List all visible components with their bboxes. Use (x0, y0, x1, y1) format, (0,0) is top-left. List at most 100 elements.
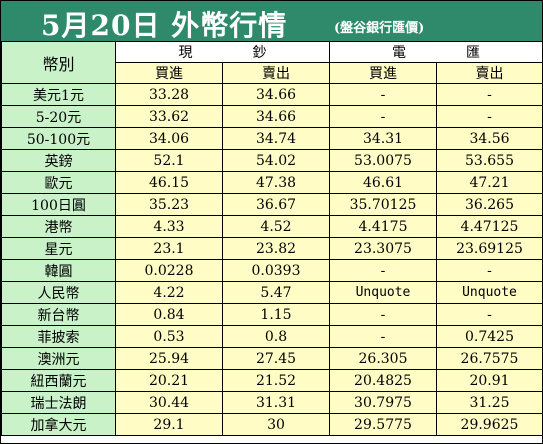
tt-buy-cell: 23.3075 (329, 237, 437, 260)
cash-buy-cell: 34.06 (115, 127, 223, 150)
tt-group-header: 電匯 (329, 41, 543, 63)
currency-name-cell: 新台幣 (1, 303, 116, 326)
page-title: 5月20日 外幣行情 (41, 9, 288, 42)
tt-sell-cell: Unquote (436, 281, 543, 304)
currency-name-cell: 星元 (1, 237, 116, 260)
cash-buy-cell: 33.62 (115, 105, 223, 128)
currency-name-cell: 人民幣 (1, 281, 116, 304)
tt-buy-cell: 29.5775 (329, 413, 437, 436)
currency-name-cell: 加拿大元 (1, 413, 116, 436)
table-row: 港幣 4.33 4.52 4.4175 4.47125 (1, 215, 543, 238)
tt-buy-cell: - (329, 303, 437, 326)
cash-buy-cell: 4.33 (115, 215, 223, 238)
tt-buy-cell: - (329, 325, 437, 348)
cash-sell-cell: 1.15 (222, 303, 330, 326)
currency-name-cell: 澳洲元 (1, 347, 116, 370)
table-row: 歐元 46.15 47.38 46.61 47.21 (1, 171, 543, 194)
title-bar: 5月20日 外幣行情 (盤谷銀行匯價) (1, 1, 542, 42)
cash-sell-cell: 0.0393 (222, 259, 330, 282)
tt-sell-cell: 34.56 (436, 127, 543, 150)
currency-name-cell: 菲披索 (1, 325, 116, 348)
cash-buy-cell: 46.15 (115, 171, 223, 194)
tt-sell-cell: 47.21 (436, 171, 543, 194)
tt-buy-cell: 34.31 (329, 127, 437, 150)
cash-buy-cell: 0.0228 (115, 259, 223, 282)
currency-name-cell: 美元1元 (1, 83, 116, 106)
page-subtitle: (盤谷銀行匯價) (334, 21, 425, 36)
tt-sell-cell: 29.9625 (436, 413, 543, 436)
table-row: 紐西蘭元 20.21 21.52 20.4825 20.91 (1, 369, 543, 392)
table-row: 新台幣 0.84 1.15- - (1, 303, 543, 326)
cash-sell-cell: 34.74 (222, 127, 330, 150)
tt-sell-cell: 20.91 (436, 369, 543, 392)
cash-buy-cell: 29.1 (115, 413, 223, 436)
currency-name-cell: 韓圓 (1, 259, 116, 282)
table-row: 50-100元 34.06 34.74 34.31 34.56 (1, 127, 543, 150)
cash-buy-cell: 0.53 (115, 325, 223, 348)
tt-sell-cell: - (436, 83, 543, 106)
tt-sell-cell: 36.265 (436, 193, 543, 216)
tt-buy-cell: Unquote (329, 281, 437, 304)
tt-sell-cell: - (436, 259, 543, 282)
cash-buy-cell: 0.84 (115, 303, 223, 326)
tt-buy-header: 買進 (329, 62, 437, 84)
currency-name-cell: 瑞士法朗 (1, 391, 116, 414)
currency-name-cell: 100日圓 (1, 193, 116, 216)
cash-buy-header: 買進 (115, 62, 223, 84)
cash-sell-header: 賣出 (222, 62, 330, 84)
table-row: 100日圓 35.23 36.67 35.70125 36.265 (1, 193, 543, 216)
cash-sell-cell: 4.52 (222, 215, 330, 238)
tt-buy-cell: - (329, 259, 437, 282)
cash-sell-cell: 36.67 (222, 193, 330, 216)
table-row: 澳洲元 25.94 27.45 26.305 26.7575 (1, 347, 543, 370)
table-row: 加拿大元 29.1 30 29.5775 29.9625 (1, 413, 543, 436)
table-row: 英鎊 52.1 54.02 53.0075 53.655 (1, 149, 543, 172)
table-row: 韓圓 0.0228 0.0393- - (1, 259, 543, 282)
tt-sell-cell: - (436, 105, 543, 128)
tt-buy-cell: 26.305 (329, 347, 437, 370)
cash-buy-cell: 23.1 (115, 237, 223, 260)
tt-sell-cell: 0.7425 (436, 325, 543, 348)
cash-sell-cell: 21.52 (222, 369, 330, 392)
header-row-sides: 買進 賣出 買進 賣出 (2, 62, 543, 84)
currency-name-cell: 英鎊 (1, 149, 116, 172)
tt-buy-cell: 20.4825 (329, 369, 437, 392)
table-row: 美元1元 33.28 34.66- - (1, 83, 543, 106)
cash-sell-cell: 47.38 (222, 171, 330, 194)
tt-sell-cell: 26.7575 (436, 347, 543, 370)
table-row: 5-20元 33.62 34.66- - (1, 105, 543, 128)
cash-sell-cell: 27.45 (222, 347, 330, 370)
cash-buy-cell: 4.22 (115, 281, 223, 304)
tt-sell-header: 賣出 (436, 62, 543, 84)
tt-buy-cell: - (329, 105, 437, 128)
tt-buy-cell: 53.0075 (329, 149, 437, 172)
cash-sell-cell: 5.47 (222, 281, 330, 304)
cash-buy-cell: 33.28 (115, 83, 223, 106)
cash-sell-cell: 34.66 (222, 83, 330, 106)
cash-sell-cell: 31.31 (222, 391, 330, 414)
currency-name-cell: 港幣 (1, 215, 116, 238)
cash-buy-cell: 25.94 (115, 347, 223, 370)
tt-sell-cell: 31.25 (436, 391, 543, 414)
cash-buy-cell: 35.23 (115, 193, 223, 216)
cash-buy-cell: 30.44 (115, 391, 223, 414)
tt-buy-cell: 4.4175 (329, 215, 437, 238)
cash-sell-cell: 34.66 (222, 105, 330, 128)
tt-buy-cell: - (329, 83, 437, 106)
currency-name-cell: 歐元 (1, 171, 116, 194)
tt-sell-cell: 4.47125 (436, 215, 543, 238)
exchange-rate-table: 幣別 現鈔 電匯 買進 賣出 買進 賣出 美元1元 33.28 34.66- -5-2… (1, 41, 543, 436)
table-row: 菲披索 0.53 0.8-0.7425 (1, 325, 543, 348)
cash-sell-cell: 30 (222, 413, 330, 436)
cash-sell-cell: 54.02 (222, 149, 330, 172)
header-row-groups: 幣別 現鈔 電匯 (1, 41, 543, 84)
cash-group-header: 現鈔 (115, 41, 330, 63)
currency-name-cell: 5-20元 (1, 105, 116, 128)
table-row: 人民幣 4.22 5.47 Unquote Unquote (1, 281, 543, 304)
currency-column-header: 幣別 (1, 41, 116, 84)
table-row: 瑞士法朗 30.44 31.31 30.7975 31.25 (1, 391, 543, 414)
tt-buy-cell: 46.61 (329, 171, 437, 194)
currency-name-cell: 50-100元 (1, 127, 116, 150)
cash-buy-cell: 20.21 (115, 369, 223, 392)
